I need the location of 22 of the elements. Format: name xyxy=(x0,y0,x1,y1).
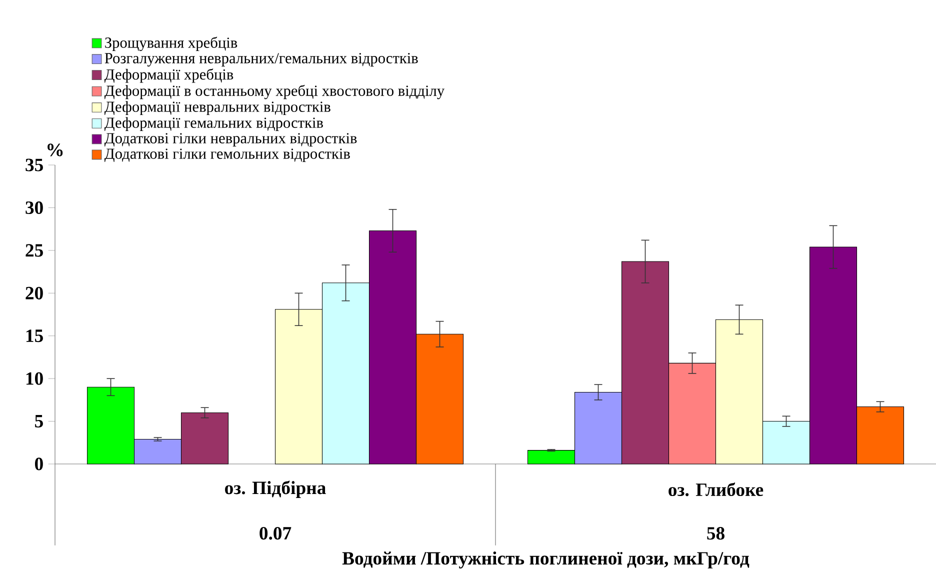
text: 0.07 xyxy=(260,526,292,540)
y-tick-label: 25 xyxy=(26,244,43,257)
x-tick-label: оз. Підбірна xyxy=(225,480,326,498)
y-tick-label: 5 xyxy=(35,415,43,428)
legend-label: Деформації в останньому хребці хвостового відділу xyxy=(104,84,445,100)
legend-label: Розгалуження невральних/гемальних відростків xyxy=(104,53,418,66)
legend-label: Зрощування хребців xyxy=(105,36,238,52)
x-tick-label: оз. Глибоке xyxy=(668,482,764,496)
legend-label: Деформації хребців xyxy=(104,68,234,83)
y-tick-label: 0 xyxy=(35,458,43,470)
legend-label: Деформації невральних відростків xyxy=(104,101,330,116)
y-tick-label: 10 xyxy=(26,372,43,385)
y-axis-title: % xyxy=(48,144,63,156)
legend-label: Додаткові гілки гемольних відростків xyxy=(104,148,350,162)
y-tick-label: 15 xyxy=(26,330,43,342)
y-tick-label: 20 xyxy=(26,286,43,300)
y-tick-label: 30 xyxy=(26,201,43,214)
x-axis-title: Водойми /Потужність поглиненої дози, мкГр/год xyxy=(342,551,750,568)
text: 58 xyxy=(707,527,724,540)
legend-label: Деформації гемальних відростків xyxy=(104,117,323,132)
legend-label: Додаткові гілки невральних відростків xyxy=(104,133,357,147)
y-tick-label: 35 xyxy=(26,158,43,172)
